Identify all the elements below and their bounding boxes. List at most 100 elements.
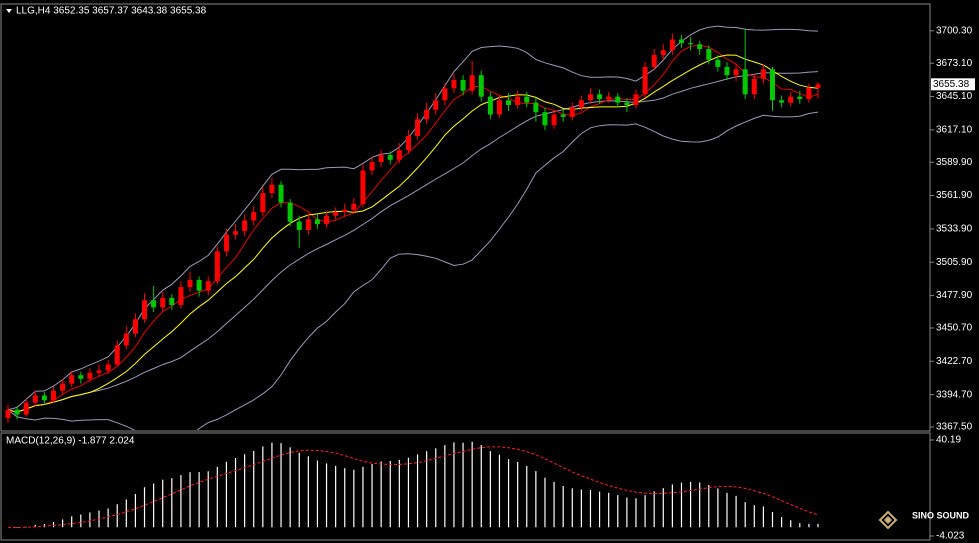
macd-panel bbox=[0, 432, 931, 541]
candle-body bbox=[196, 280, 202, 291]
candle-body bbox=[615, 96, 621, 103]
y-tick-label: 3589.90 bbox=[936, 157, 973, 168]
y-tick-label: 3673.10 bbox=[936, 58, 973, 69]
macd-tick-label: 40.19 bbox=[936, 435, 961, 446]
candle-body bbox=[560, 114, 566, 117]
candle-body bbox=[415, 119, 421, 136]
candle-body bbox=[469, 75, 475, 91]
candle-body bbox=[478, 75, 484, 97]
candle-body bbox=[697, 44, 703, 50]
macd-plot bbox=[7, 441, 819, 529]
candle-body bbox=[233, 231, 239, 235]
candle-body bbox=[142, 300, 148, 320]
candle-body bbox=[105, 364, 111, 371]
last-price-box bbox=[931, 78, 975, 91]
y-tick-label: 3645.10 bbox=[936, 91, 973, 102]
candle-body bbox=[524, 96, 530, 103]
moving-average bbox=[7, 44, 819, 413]
candle-body bbox=[178, 287, 184, 305]
candle-body bbox=[633, 94, 639, 105]
lower-band bbox=[7, 111, 819, 430]
macd-signal bbox=[7, 446, 819, 529]
candle-body bbox=[96, 370, 102, 373]
last-price-label: 3655.38 bbox=[933, 79, 970, 90]
chart-title: LLG,H4 3652.35 3657.37 3643.38 3655.38 bbox=[16, 6, 207, 17]
candle-body bbox=[751, 78, 757, 95]
candle-body bbox=[433, 100, 439, 110]
candle-body bbox=[487, 96, 493, 115]
candle-body bbox=[515, 96, 521, 105]
candle-body bbox=[742, 69, 748, 95]
candle-body bbox=[223, 234, 229, 252]
macd-title: MACD(12,26,9) -1.877 2.024 bbox=[6, 436, 135, 447]
candle-body bbox=[360, 170, 366, 204]
y-tick-label: 3450.70 bbox=[936, 323, 973, 334]
candle-body bbox=[387, 155, 393, 160]
candle-body bbox=[41, 395, 47, 401]
candle-body bbox=[269, 184, 275, 194]
candle-body bbox=[333, 212, 339, 216]
candle-body bbox=[5, 409, 11, 419]
candle-body bbox=[688, 43, 694, 45]
candle-body bbox=[260, 193, 266, 213]
candle-body bbox=[542, 112, 548, 126]
middle-band bbox=[7, 71, 819, 413]
y-tick-label: 3367.50 bbox=[936, 422, 973, 433]
candle-body bbox=[706, 49, 712, 60]
candle-body bbox=[160, 297, 166, 308]
y-tick-label: 3617.10 bbox=[936, 125, 973, 136]
candle-body bbox=[305, 219, 311, 230]
candle-body bbox=[806, 87, 812, 100]
candle-body bbox=[369, 162, 375, 171]
y-tick-label: 3700.30 bbox=[936, 25, 973, 36]
candle-body bbox=[442, 88, 448, 101]
candle-body bbox=[797, 96, 803, 100]
candle-body bbox=[287, 202, 293, 222]
candle-body bbox=[496, 100, 502, 115]
candle-body bbox=[205, 281, 211, 291]
candle-body bbox=[788, 96, 794, 103]
candle-body bbox=[87, 372, 93, 379]
macd-tick-label: -4.023 bbox=[936, 531, 965, 542]
y-tick-label: 3533.90 bbox=[936, 224, 973, 235]
candle-body bbox=[296, 221, 302, 230]
y-tick-label: 3394.70 bbox=[936, 389, 973, 400]
y-tick-label: 3561.90 bbox=[936, 190, 973, 201]
candle-body bbox=[533, 102, 539, 113]
candle-body bbox=[169, 297, 175, 305]
candle-body bbox=[14, 409, 20, 415]
candle-body bbox=[187, 280, 193, 288]
candle-body bbox=[51, 390, 57, 401]
candle-body bbox=[242, 220, 248, 232]
candle-body bbox=[624, 102, 630, 105]
candle-body bbox=[779, 100, 785, 103]
candle-body bbox=[114, 345, 120, 365]
candle-body bbox=[342, 209, 348, 213]
candle-body bbox=[724, 66, 730, 76]
candle-body bbox=[606, 96, 612, 100]
candle-body bbox=[506, 100, 512, 105]
candle-body bbox=[815, 84, 821, 88]
candle-body bbox=[569, 107, 575, 117]
candle-body bbox=[642, 66, 648, 95]
candle-body bbox=[69, 375, 75, 384]
candle-body bbox=[424, 109, 430, 120]
candle-body bbox=[551, 114, 557, 126]
watermark: SINO SOUND bbox=[912, 510, 970, 520]
candle-body bbox=[733, 69, 739, 76]
y-tick-label: 3505.90 bbox=[936, 257, 973, 268]
candle-body bbox=[324, 215, 330, 225]
candle-body bbox=[460, 80, 466, 91]
candle-body bbox=[587, 94, 593, 101]
watermark-logo bbox=[878, 510, 898, 530]
candle-body bbox=[351, 203, 357, 210]
candle-body bbox=[78, 375, 84, 379]
candle-body bbox=[60, 383, 66, 391]
candle-body bbox=[214, 251, 220, 282]
candle-body bbox=[760, 69, 766, 79]
candle-body bbox=[278, 184, 284, 203]
price-plot bbox=[5, 25, 821, 430]
candle-body bbox=[678, 39, 684, 44]
candle-body bbox=[32, 395, 38, 403]
